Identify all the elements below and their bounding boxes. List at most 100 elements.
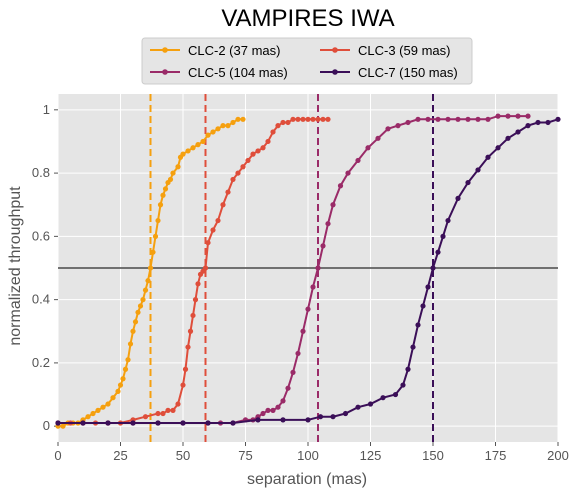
data-point — [475, 116, 481, 122]
data-point — [205, 240, 211, 246]
data-point — [230, 176, 236, 183]
data-point — [105, 401, 111, 407]
data-point — [330, 202, 336, 208]
data-point — [270, 407, 276, 413]
data-point — [200, 138, 206, 145]
data-point — [325, 221, 331, 227]
data-point — [385, 126, 391, 132]
data-point — [245, 157, 251, 164]
data-point — [95, 407, 101, 413]
data-point — [215, 217, 221, 224]
data-point — [100, 404, 106, 410]
data-point — [337, 183, 344, 189]
data-point — [137, 303, 144, 309]
legend-item: CLC-7 (150 mas) — [320, 65, 458, 80]
data-point — [162, 186, 169, 192]
data-point — [190, 145, 196, 151]
data-point — [140, 297, 146, 303]
series-4 — [55, 116, 561, 426]
legend-item: CLC-5 (104 mas) — [150, 65, 288, 80]
data-point — [117, 382, 124, 388]
data-point — [157, 202, 164, 208]
y-tick-label: 0 — [43, 418, 50, 433]
data-point — [260, 410, 266, 417]
y-tick-label: 0.6 — [32, 228, 50, 243]
data-point — [415, 116, 421, 122]
data-point — [515, 113, 521, 119]
data-point — [315, 116, 321, 122]
data-point — [300, 116, 306, 122]
data-point — [455, 116, 461, 122]
legend-marker — [332, 47, 338, 53]
data-point — [265, 138, 271, 145]
x-tick-label: 200 — [547, 448, 569, 463]
data-point — [485, 116, 491, 122]
data-point — [392, 391, 399, 398]
data-point — [185, 148, 191, 154]
data-point — [127, 341, 134, 347]
data-point — [545, 119, 551, 126]
data-point — [345, 170, 351, 176]
data-point — [145, 278, 151, 284]
data-point — [160, 410, 166, 417]
data-point — [175, 164, 181, 170]
data-point — [320, 116, 326, 122]
data-point — [150, 249, 156, 255]
data-point — [165, 407, 171, 413]
data-point — [495, 145, 501, 151]
legend-item: CLC-3 (59 mas) — [320, 43, 450, 58]
data-point — [395, 123, 401, 129]
data-point — [220, 123, 226, 129]
data-point — [410, 344, 416, 350]
x-tick-label: 50 — [176, 448, 190, 463]
data-point — [105, 420, 111, 426]
data-point — [205, 132, 211, 138]
data-point — [190, 312, 196, 319]
data-point — [80, 420, 86, 426]
iwa-markers — [149, 94, 434, 442]
data-point — [152, 233, 159, 239]
data-point — [235, 170, 241, 176]
data-point — [405, 366, 411, 372]
x-tick-label: 0 — [54, 448, 61, 463]
data-point — [367, 401, 374, 407]
data-point — [445, 217, 451, 224]
legend-item: CLC-2 (37 mas) — [150, 43, 280, 58]
data-point — [155, 410, 161, 417]
legend-label: CLC-7 (150 mas) — [358, 65, 458, 80]
data-point — [295, 350, 301, 357]
x-tick-label: 25 — [113, 448, 127, 463]
data-point — [310, 116, 316, 122]
data-point — [375, 135, 381, 141]
chart-title: VAMPIRES IWA — [221, 5, 394, 32]
data-point — [187, 328, 194, 334]
data-point — [355, 404, 361, 410]
y-tick-label: 0.4 — [32, 292, 50, 307]
legend-marker — [332, 69, 338, 75]
data-point — [255, 417, 261, 423]
data-point — [285, 119, 291, 126]
data-point — [132, 319, 139, 325]
data-point — [85, 414, 91, 420]
x-axis-label: separation (mas) — [247, 471, 367, 488]
data-point — [465, 116, 471, 122]
data-point — [405, 119, 411, 126]
data-point — [435, 249, 441, 255]
data-point — [440, 233, 446, 239]
data-point — [260, 145, 266, 151]
y-tick-label: 0.2 — [32, 355, 50, 370]
data-point — [110, 395, 116, 401]
data-point — [535, 119, 541, 126]
data-point — [230, 119, 236, 126]
data-point — [90, 410, 96, 417]
data-point — [130, 328, 136, 334]
data-point — [425, 284, 431, 290]
data-point — [250, 151, 256, 157]
data-point — [305, 116, 311, 122]
data-point — [330, 414, 336, 420]
data-point — [280, 398, 286, 404]
data-point — [305, 417, 311, 423]
data-point — [167, 176, 174, 183]
data-point — [525, 113, 531, 119]
